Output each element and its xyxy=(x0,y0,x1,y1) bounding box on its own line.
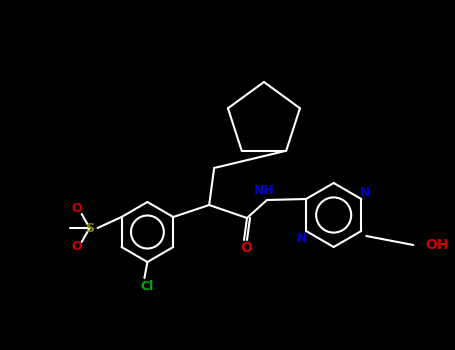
Text: N: N xyxy=(297,231,307,245)
Text: Cl: Cl xyxy=(141,280,154,294)
Text: O: O xyxy=(240,241,252,255)
Text: N: N xyxy=(360,186,370,198)
Text: NH: NH xyxy=(253,183,274,196)
Text: O: O xyxy=(71,203,82,216)
Text: S: S xyxy=(85,222,94,235)
Text: OH: OH xyxy=(425,238,449,252)
Text: O: O xyxy=(71,240,82,253)
